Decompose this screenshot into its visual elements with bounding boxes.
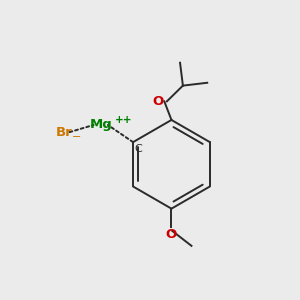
Text: Br: Br — [56, 126, 73, 139]
Text: ++: ++ — [115, 115, 133, 125]
Text: −: − — [71, 132, 81, 142]
Text: C: C — [134, 144, 142, 154]
Text: O: O — [166, 228, 177, 241]
Text: O: O — [152, 95, 164, 108]
Text: Mg: Mg — [90, 118, 113, 131]
